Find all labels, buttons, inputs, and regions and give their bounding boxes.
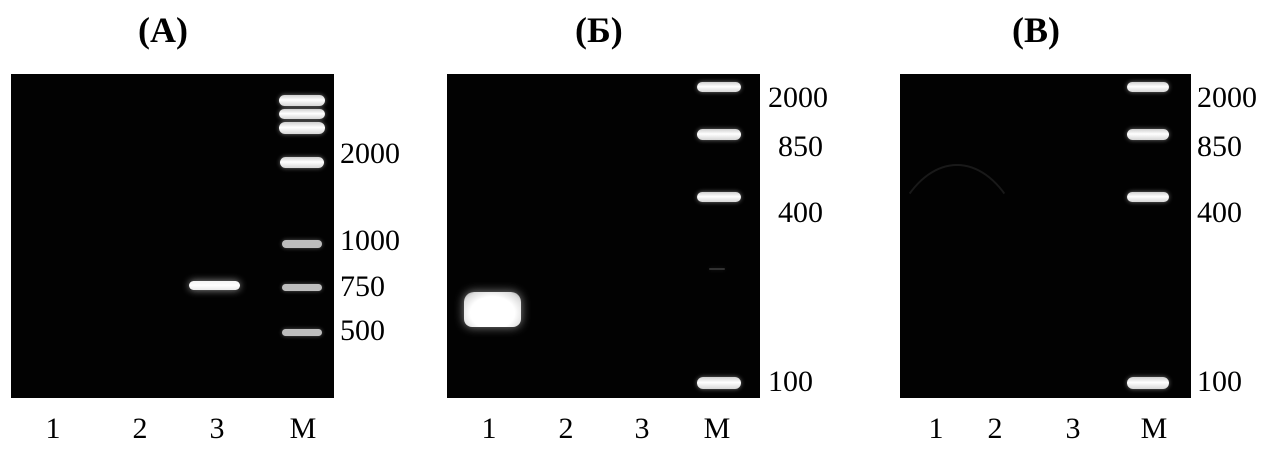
lane-label: 3	[1065, 412, 1081, 445]
size-label: 2000	[1197, 81, 1257, 114]
marker-band-faint	[709, 268, 725, 270]
marker-band-500	[282, 329, 322, 336]
marker-band-100	[1127, 377, 1169, 389]
marker-band-750	[282, 284, 322, 291]
marker-band	[279, 109, 325, 119]
marker-band-850	[1127, 129, 1169, 140]
panel-b-title: (Б)	[575, 10, 623, 50]
marker-band-100	[697, 377, 741, 389]
size-label: 100	[768, 365, 813, 398]
size-label: 1000	[340, 224, 400, 257]
marker-band-1000	[282, 240, 322, 248]
lane-label: 3	[209, 412, 225, 445]
gel-artifact	[900, 164, 1034, 398]
size-label: 2000	[340, 137, 400, 170]
marker-band-850	[697, 129, 741, 140]
gel-image-b	[447, 74, 760, 398]
size-label: 750	[340, 270, 385, 303]
lane-label: 2	[987, 412, 1003, 445]
marker-band-2000	[280, 157, 324, 168]
gel-image-a	[11, 74, 334, 398]
marker-band-400	[1127, 192, 1169, 202]
size-label: 850	[778, 130, 823, 163]
panel-c-title: (В)	[1012, 10, 1060, 50]
size-label: 100	[1197, 365, 1242, 398]
lane-label: M	[289, 412, 317, 445]
lane-label: 3	[634, 412, 650, 445]
marker-band	[279, 122, 325, 134]
marker-band-400	[697, 192, 741, 202]
size-label: 400	[1197, 196, 1242, 229]
gel-image-c	[900, 74, 1191, 398]
sample-band-lane-1	[464, 292, 521, 327]
lane-label: 1	[45, 412, 61, 445]
panel-a-title: (A)	[138, 10, 188, 50]
marker-band	[279, 95, 325, 106]
size-label: 2000	[768, 81, 828, 114]
lane-label: 1	[481, 412, 497, 445]
sample-band-lane-3	[189, 281, 240, 290]
lane-label: 2	[132, 412, 148, 445]
size-label: 500	[340, 314, 385, 347]
lane-label: M	[1140, 412, 1168, 445]
size-label: 850	[1197, 130, 1242, 163]
marker-band-2000	[1127, 82, 1169, 92]
lane-label: 1	[928, 412, 944, 445]
lane-label: M	[703, 412, 731, 445]
marker-band-2000	[697, 82, 741, 92]
lane-label: 2	[558, 412, 574, 445]
size-label: 400	[778, 196, 823, 229]
